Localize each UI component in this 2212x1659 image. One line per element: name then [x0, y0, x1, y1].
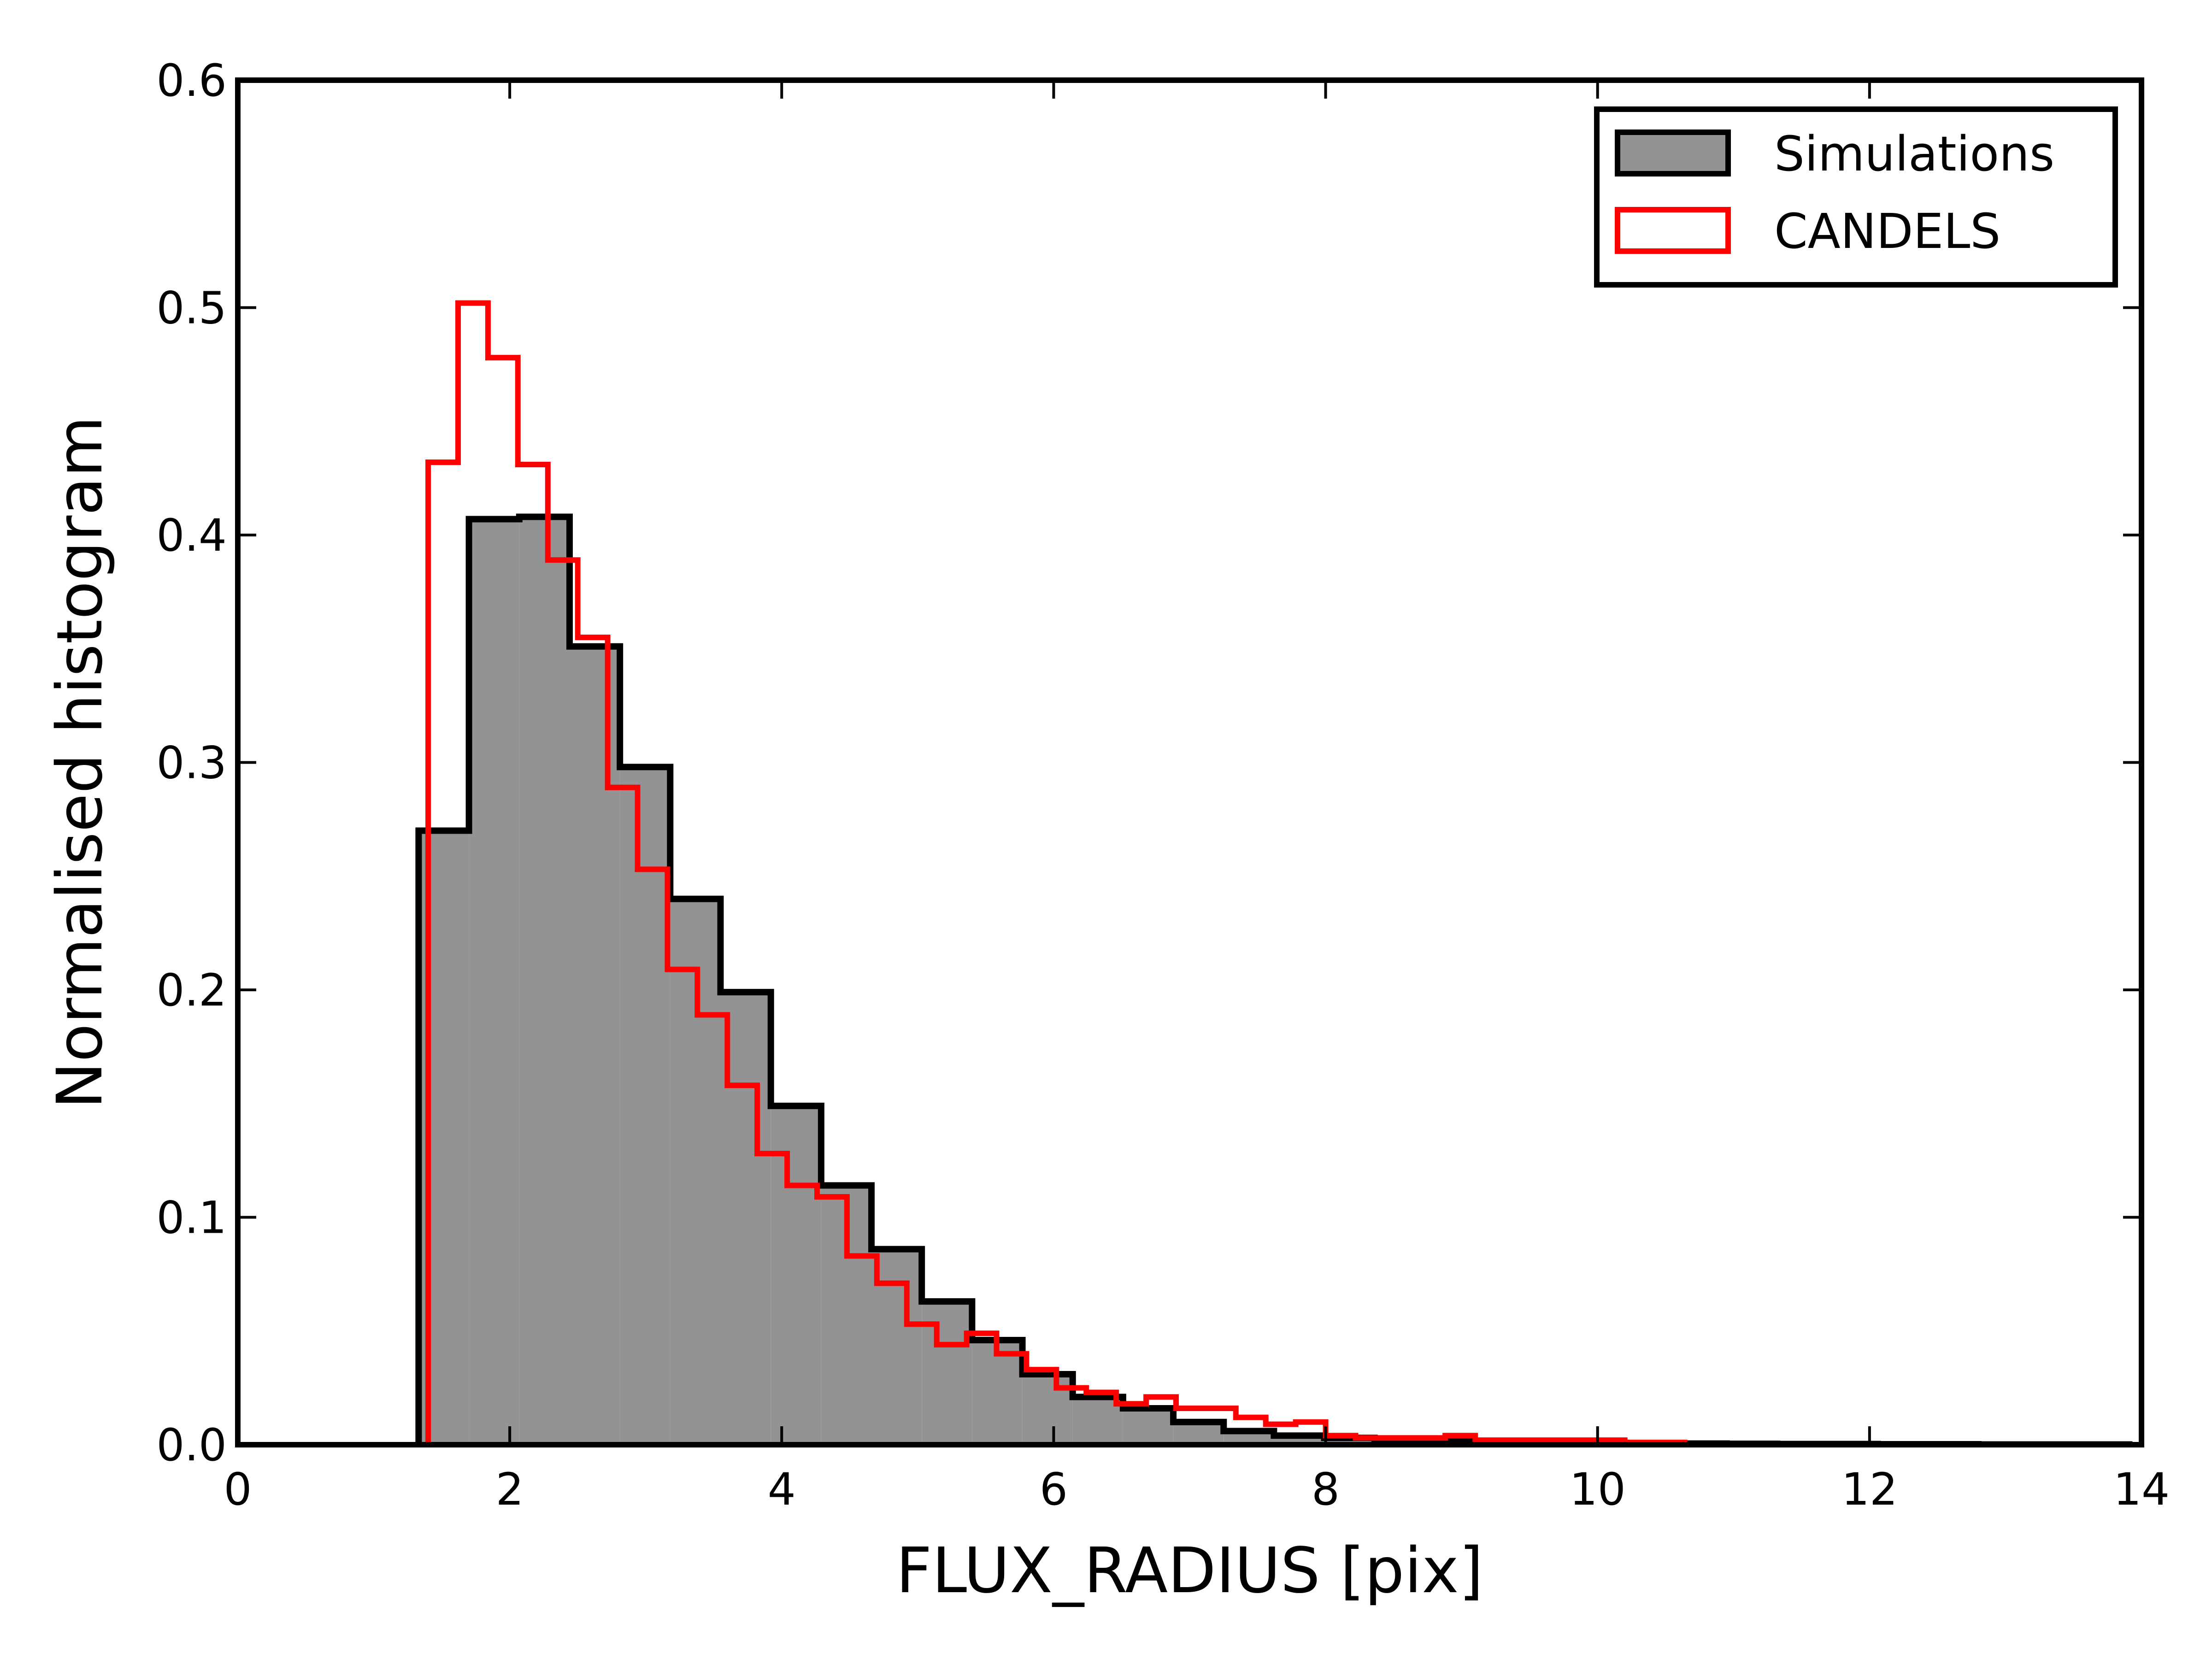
x-tick-label: 8	[1312, 1464, 1340, 1515]
simulations-bin-1	[469, 519, 519, 1445]
legend-label-candels: CANDELS	[1774, 203, 2000, 259]
y-tick-label: 0.4	[156, 510, 227, 561]
y-tick-label: 0.1	[156, 1192, 227, 1244]
simulations-bin-2	[519, 517, 570, 1445]
x-tick-label: 12	[1841, 1464, 1898, 1515]
x-tick-label: 2	[496, 1464, 524, 1515]
x-axis-label: FLUX_RADIUS [pix]	[896, 1535, 1483, 1607]
x-tick-label: 0	[224, 1464, 252, 1515]
simulations-bin-3	[570, 646, 620, 1445]
y-tick-label: 0.0	[156, 1419, 227, 1471]
series-candels	[425, 300, 1688, 1445]
y-tick-label: 0.6	[156, 55, 227, 106]
simulations-bin-12	[1022, 1374, 1073, 1445]
simulations-bin-4	[620, 767, 671, 1445]
y-tick-label: 0.3	[156, 737, 227, 789]
tick-labels: 0 2 4 6 8 10 12 14 0.0 0.1 0.2 0.3 0.4 0.5 0.6	[156, 55, 2170, 1515]
y-tick-label: 0.2	[156, 965, 227, 1016]
series-simulations	[415, 513, 2133, 1445]
simulations-bin-11	[972, 1340, 1023, 1445]
legend-swatch-simulations	[1615, 129, 1731, 176]
plot-area	[415, 300, 2133, 1445]
legend: Simulations CANDELS	[1594, 106, 2118, 288]
x-tick-label: 10	[1570, 1464, 1626, 1515]
x-tick-label: 4	[768, 1464, 796, 1515]
x-tick-label: 14	[2113, 1464, 2170, 1515]
y-tick-label: 0.5	[156, 282, 227, 334]
legend-label-simulations: Simulations	[1774, 126, 2054, 182]
plot-frame	[235, 77, 2144, 1447]
legend-swatch-candels	[1615, 207, 1731, 254]
x-tick-label: 6	[1040, 1464, 1068, 1515]
simulations-bin-15	[1173, 1422, 1224, 1445]
candels-outline	[425, 300, 1688, 1445]
y-axis-label: Normalised histogram	[44, 416, 117, 1109]
simulations-bin-7	[771, 1106, 821, 1445]
axis-ticks	[236, 79, 2143, 1446]
simulations-bin-14	[1123, 1408, 1174, 1445]
